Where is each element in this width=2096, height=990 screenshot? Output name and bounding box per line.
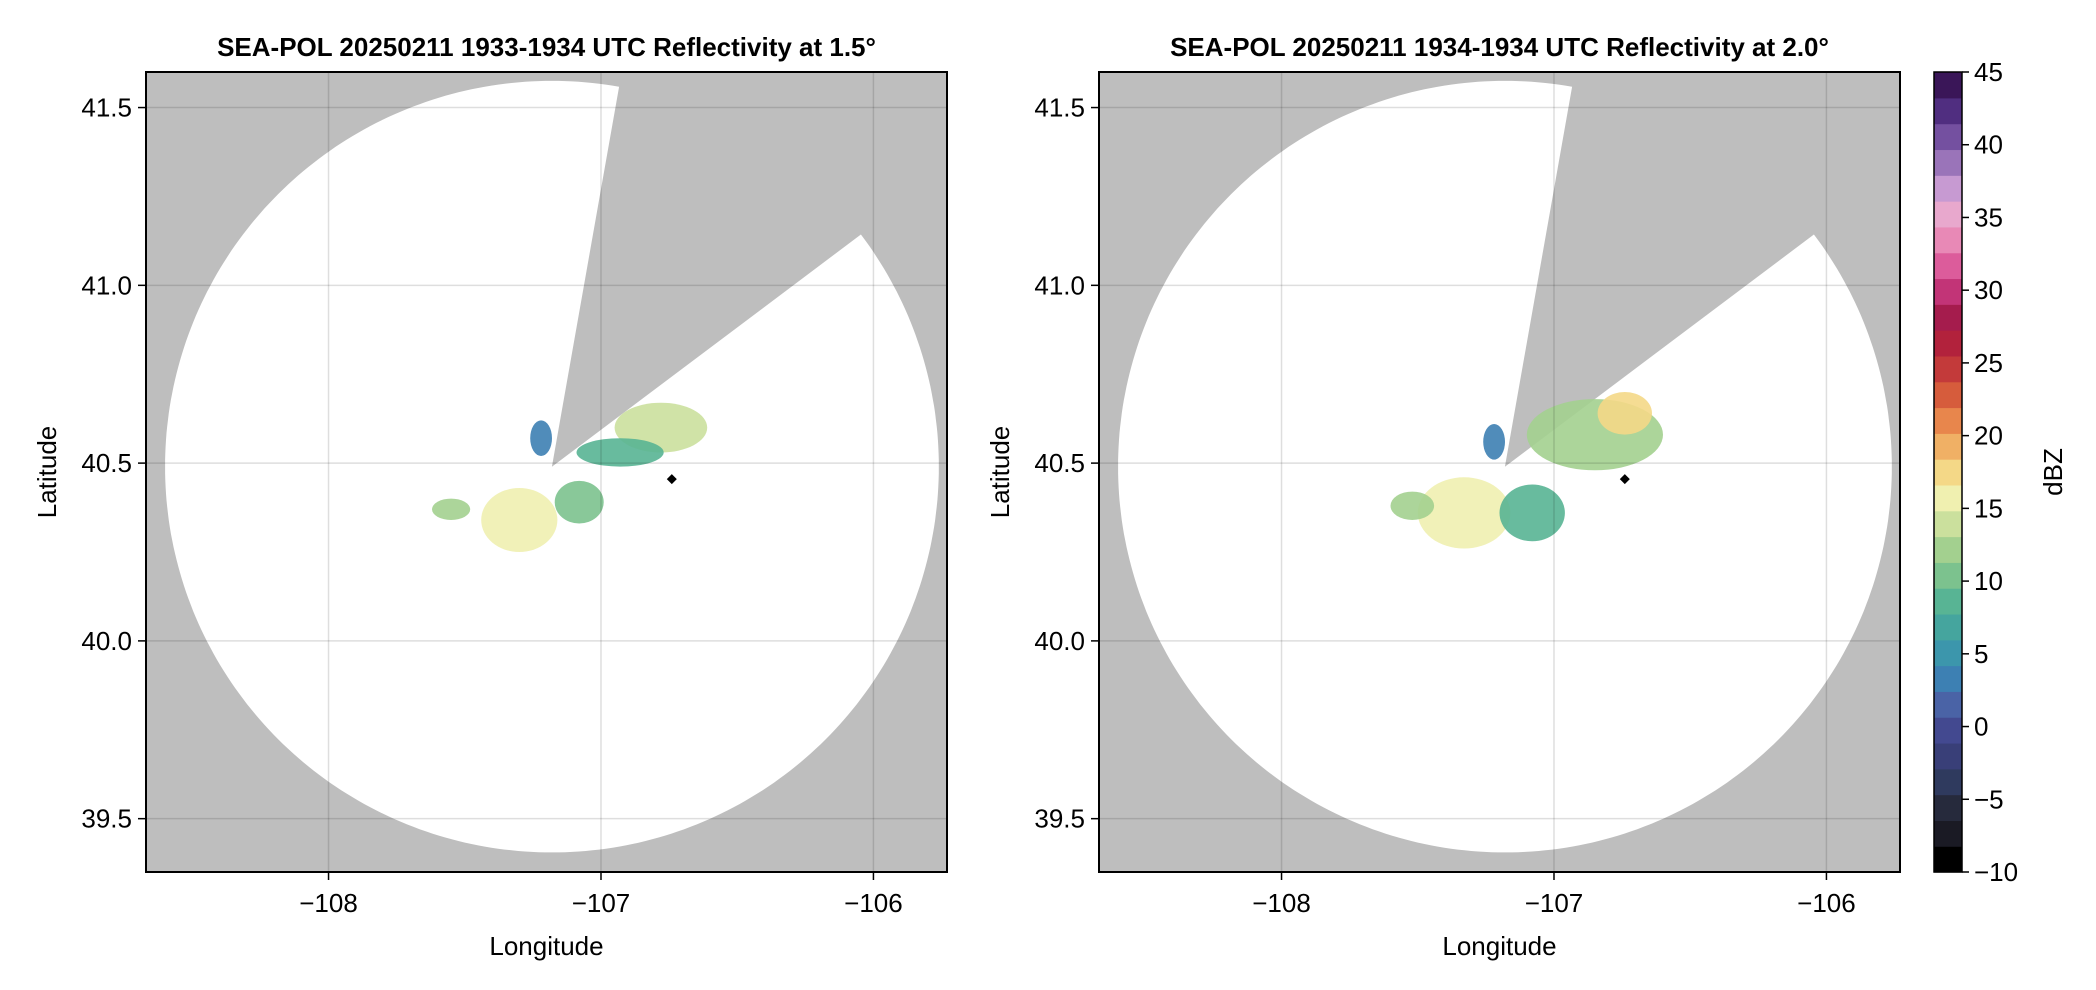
- colorbar-band-9: [1934, 639, 1962, 667]
- panel-1-y-tick-label-5: 41.5: [81, 93, 132, 123]
- panel-1-y-tick-label-3: 40.5: [81, 448, 132, 478]
- panel-2-y-ticks: 39.5 40.0 40.5 41.0 41.5: [1034, 93, 1099, 834]
- panel-1-title: SEA-POL 20250211 1933-1934 UTC Reflectiv…: [217, 32, 876, 62]
- panel-1-echo-region-5: [432, 498, 471, 520]
- colorbar-band-31: [1934, 72, 1962, 99]
- panel-2-y-axis-label: Latitude: [985, 426, 1015, 519]
- colorbar-band-21: [1934, 330, 1962, 357]
- panel-2-x-ticks: −108 −107 −106: [1252, 872, 1856, 918]
- colorbar-tick-label-5: 10: [1974, 566, 2003, 596]
- panel-1-y-axis-label: Latitude: [32, 426, 62, 519]
- panel-1-echoes: [432, 402, 708, 552]
- colorbar-band-13: [1934, 536, 1962, 563]
- colorbar-tick-label-8: 25: [1974, 348, 2003, 378]
- colorbar-band-6: [1934, 717, 1962, 744]
- panel-1-echo-region-6: [530, 420, 552, 457]
- colorbar-band-11: [1934, 588, 1962, 615]
- colorbar-band-27: [1934, 175, 1962, 202]
- colorbar-band-25: [1934, 226, 1962, 254]
- panel-2-echo-region-6: [1483, 424, 1505, 460]
- colorbar-tick-label-6: 15: [1974, 493, 2003, 523]
- colorbar-bands: [1934, 72, 1962, 873]
- colorbar-band-14: [1934, 510, 1962, 538]
- panel-2-radar-coverage: [1118, 80, 1892, 853]
- colorbar-band-5: [1934, 742, 1962, 770]
- colorbar-tick-label-12: 45: [1974, 57, 2003, 87]
- colorbar-band-7: [1934, 691, 1962, 718]
- panel-1-echo-region-4: [554, 480, 604, 524]
- panel-1-radar-coverage: [165, 80, 939, 853]
- colorbar-band-3: [1934, 794, 1962, 821]
- panel-2-echo-region-5: [1390, 491, 1435, 520]
- panel-1-echo-region-2: [576, 438, 664, 467]
- colorbar-band-1: [1934, 846, 1962, 873]
- colorbar-label: dBZ: [2038, 448, 2068, 496]
- panel-2-y-tick-label-3: 40.5: [1034, 448, 1085, 478]
- panel-2-target-marker: [1619, 474, 1630, 485]
- panel-2-frame: [1098, 71, 1901, 873]
- colorbar-tick-label-11: 40: [1974, 130, 2003, 160]
- panel-1-plot-area: [146, 72, 947, 872]
- colorbar-band-26: [1934, 201, 1962, 228]
- panel-1: SEA-POL 20250211 1933-1934 UTC Reflectiv…: [32, 32, 948, 961]
- colorbar: −10 −5 0 5 10 15 20 25 30 35 40 45 dBZ: [1933, 57, 2068, 887]
- panel-1-x-ticks: −108 −107 −106: [299, 872, 903, 918]
- colorbar-band-18: [1934, 407, 1962, 434]
- colorbar-band-22: [1934, 304, 1962, 331]
- panel-2-plot-area: [1099, 72, 1900, 872]
- colorbar-band-15: [1934, 484, 1962, 512]
- panel-1-x-axis-label: Longitude: [489, 931, 603, 961]
- colorbar-tick-label-7: 20: [1974, 421, 2003, 451]
- panel-1-grid: [146, 72, 947, 872]
- colorbar-tick-label-2: −5: [1974, 784, 2004, 814]
- colorbar-band-23: [1934, 278, 1962, 305]
- panel-2-y-tick-label-2: 40.0: [1034, 626, 1085, 656]
- panel-2-y-tick-label-4: 41.0: [1034, 270, 1085, 300]
- panel-2-echoes: [1390, 392, 1663, 549]
- panel-2-x-tick-label-3: −106: [1797, 888, 1856, 918]
- colorbar-band-28: [1934, 149, 1962, 176]
- colorbar-band-2: [1934, 820, 1962, 847]
- panel-2: SEA-POL 20250211 1934-1934 UTC Reflectiv…: [985, 32, 1901, 961]
- colorbar-band-8: [1934, 665, 1962, 692]
- panel-1-y-ticks: 39.5 40.0 40.5 41.0 41.5: [81, 93, 146, 834]
- panel-2-title: SEA-POL 20250211 1934-1934 UTC Reflectiv…: [1170, 32, 1829, 62]
- panel-2-y-tick-label-5: 41.5: [1034, 93, 1085, 123]
- panel-1-x-tick-label-3: −106: [844, 888, 903, 918]
- colorbar-tick-label-3: 0: [1974, 712, 1988, 742]
- colorbar-band-29: [1934, 123, 1962, 151]
- panel-1-y-tick-label-4: 41.0: [81, 270, 132, 300]
- colorbar-band-30: [1934, 97, 1962, 125]
- panel-2-echo-region-3: [1417, 477, 1511, 549]
- colorbar-band-16: [1934, 459, 1962, 486]
- panel-2-echo-region-4: [1499, 484, 1565, 542]
- panel-1-x-tick-label-1: −108: [299, 888, 358, 918]
- colorbar-band-12: [1934, 562, 1962, 589]
- colorbar-tick-label-9: 30: [1974, 275, 2003, 305]
- panel-1-frame: [145, 71, 948, 873]
- panel-1-y-tick-label-1: 39.5: [81, 804, 132, 834]
- colorbar-tick-label-1: −10: [1974, 857, 2018, 887]
- colorbar-band-24: [1934, 252, 1962, 280]
- colorbar-tick-label-10: 35: [1974, 202, 2003, 232]
- panel-1-target-marker: [666, 474, 677, 485]
- panel-2-x-tick-label-2: −107: [1525, 888, 1584, 918]
- panel-2-x-axis-label: Longitude: [1442, 931, 1556, 961]
- colorbar-ticks: −10 −5 0 5 10 15 20 25 30 35 40 45: [1962, 57, 2018, 887]
- colorbar-band-20: [1934, 355, 1962, 383]
- colorbar-band-17: [1934, 433, 1962, 460]
- colorbar-band-10: [1934, 613, 1962, 641]
- panel-1-y-tick-label-2: 40.0: [81, 626, 132, 656]
- panel-2-x-tick-label-1: −108: [1252, 888, 1311, 918]
- colorbar-frame: [1933, 71, 1963, 873]
- colorbar-tick-label-4: 5: [1974, 639, 1988, 669]
- panel-2-echo-region-2: [1597, 392, 1653, 435]
- colorbar-band-4: [1934, 768, 1962, 796]
- panel-2-y-tick-label-1: 39.5: [1034, 804, 1085, 834]
- panel-2-grid: [1099, 72, 1900, 872]
- colorbar-band-19: [1934, 381, 1962, 409]
- panel-1-x-tick-label-2: −107: [572, 888, 631, 918]
- panel-1-echo-region-3: [481, 488, 558, 552]
